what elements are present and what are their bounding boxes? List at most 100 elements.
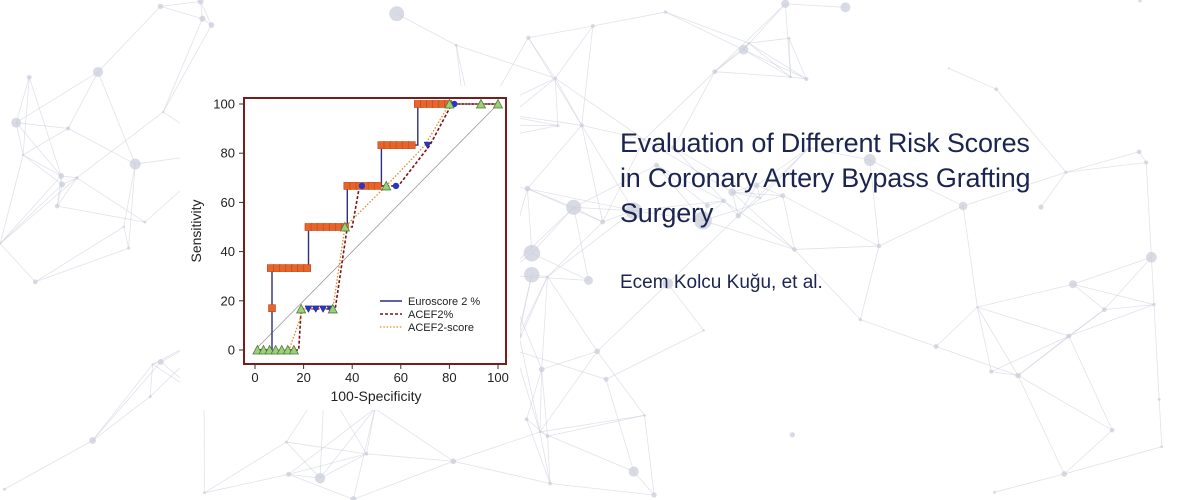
network-node [162,110,165,114]
chart-legend: Euroscore 2 %ACEF2%ACEF2-score [380,296,480,334]
network-link [453,431,541,462]
network-node [993,490,996,494]
network-link [1068,309,1105,337]
article-authors: Ecem Kolcu Kuğu, et al. [620,272,823,293]
x-tick-label: 0 [251,370,258,385]
chart-frame [243,97,507,365]
x-tick-label: 20 [296,370,310,385]
network-node [1038,204,1044,210]
network-link [1072,256,1152,285]
network-link [22,154,63,185]
network-node [738,44,749,55]
network-node [314,473,326,484]
network-link [731,191,795,250]
y-axis-label: Sensitivity [188,199,204,262]
network-node [735,213,742,219]
network-link [123,163,136,227]
network-node [127,246,130,250]
network-node [546,275,549,278]
network-link [518,335,541,433]
network-node [863,153,876,166]
network-link [514,350,607,380]
network-link [531,207,574,254]
network-node [199,15,206,22]
network-link [547,436,551,484]
network-link [723,200,795,250]
network-node [2,487,6,491]
network-link [1158,399,1163,447]
network-link [547,276,598,352]
network-link [665,11,749,44]
network-node [450,458,457,465]
network-link [204,473,289,494]
network-node [1068,280,1077,289]
network-node [1061,471,1068,477]
network-node [553,76,557,80]
acef2-score-marker [492,98,504,109]
network-link [554,25,594,79]
y-tick-label: 60 [221,195,235,210]
network-link [374,408,454,462]
network-link [1153,304,1160,400]
network-link [782,195,880,247]
article-title-line-3: Surgery [620,198,714,228]
y-tick-label: 40 [221,244,235,259]
network-link [785,3,846,8]
acef2-triangle-marker [319,305,327,313]
network-link [633,471,655,496]
network-link [962,205,978,308]
network-link [15,71,99,124]
network-link [204,441,287,494]
network-link [860,319,937,347]
network-node [721,198,726,204]
network-node [804,77,809,81]
network-node [747,41,751,45]
network-node [603,376,609,382]
network-link [286,441,367,455]
network-node [350,496,357,500]
network-link [963,171,1067,207]
network-link [0,243,36,283]
network-link [0,184,63,244]
network-link [22,128,69,156]
network-link [573,164,657,208]
network-node [840,2,851,13]
network-link [794,245,879,250]
network-link [748,42,791,78]
network-node [202,491,206,495]
network-link [935,306,978,347]
roc-chart-svg: 0 20 40 60 80 100 0 20 40 60 80 100 100-Specificity… [188,97,509,405]
network-link [15,77,30,123]
network-node [129,158,141,170]
network-node [389,6,405,22]
network-node [994,87,999,92]
network-link [0,154,24,244]
network-link [995,88,1067,173]
network-link [1072,283,1155,305]
network-node [208,22,215,28]
network-node [976,306,979,309]
diagonal-reference-line [254,103,499,351]
network-node [600,219,606,225]
network-link [643,139,733,193]
network-link [555,77,645,140]
network-link [731,192,739,216]
network-node [753,182,760,189]
acef2-dot-marker [358,182,366,190]
network-link [286,441,321,479]
network-node [545,434,550,439]
network-node [538,366,545,373]
acef2-score-marker [327,303,338,314]
network-node [789,75,792,79]
article-title-line-2: in Coronary Artery Bypass Grafting [620,163,1031,193]
network-link [948,67,997,90]
network-link [528,25,593,39]
network-link [149,364,154,397]
x-tick-label: 80 [442,370,456,385]
network-node [54,203,60,209]
network-link [977,283,1074,308]
network-link [602,139,645,223]
network-link [643,71,716,140]
network-link [288,453,367,475]
legend-label-2: ACEF2% [408,309,453,321]
